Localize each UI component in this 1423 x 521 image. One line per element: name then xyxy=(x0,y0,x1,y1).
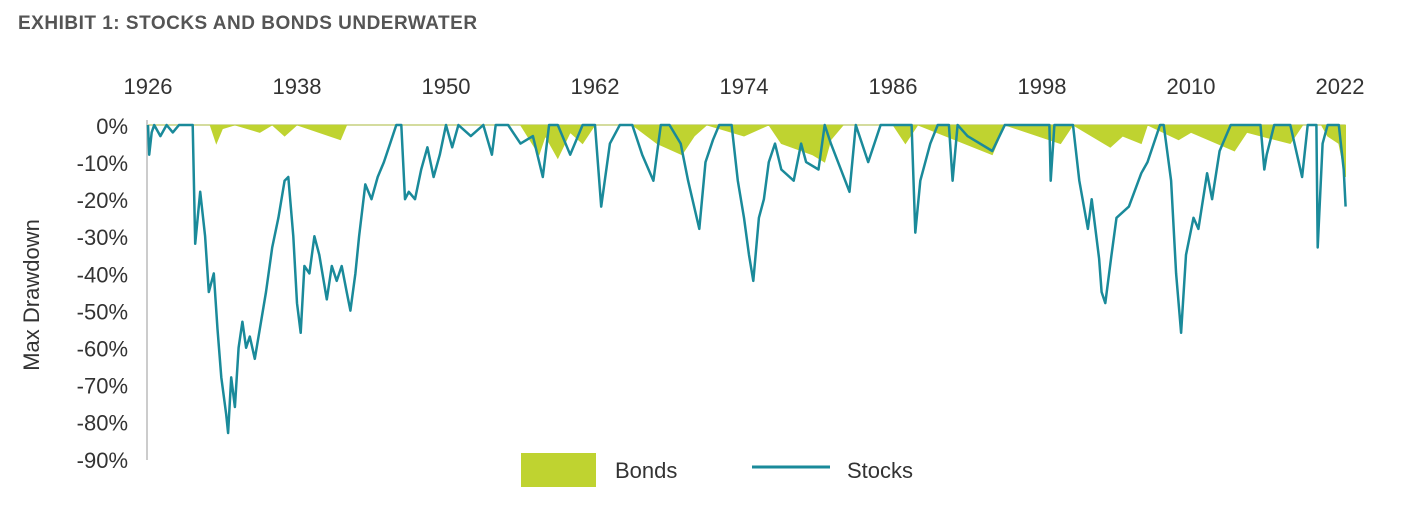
y-axis-label: Max Drawdown xyxy=(19,219,44,371)
x-tick-label: 1950 xyxy=(422,74,471,99)
x-tick-label: 1974 xyxy=(720,74,769,99)
x-tick-label: 1998 xyxy=(1018,74,1067,99)
x-tick-label: 1962 xyxy=(571,74,620,99)
x-tick-label: 1926 xyxy=(124,74,173,99)
x-tick-label: 1938 xyxy=(273,74,322,99)
chart-title: EXHIBIT 1: STOCKS AND BONDS UNDERWATER xyxy=(18,13,478,34)
y-tick-label: -90% xyxy=(77,448,128,473)
stocks-line xyxy=(146,123,1347,435)
y-tick-label: -50% xyxy=(77,299,128,324)
y-tick-label: -10% xyxy=(77,151,128,176)
legend-label: Bonds xyxy=(615,458,677,483)
y-tick-label: -80% xyxy=(77,411,128,436)
legend-label: Stocks xyxy=(847,458,913,483)
x-tick-label: 2022 xyxy=(1316,74,1365,99)
y-tick-label: 0% xyxy=(96,114,128,139)
legend-swatch xyxy=(521,453,596,487)
x-tick-label: 1986 xyxy=(869,74,918,99)
y-tick-label: -20% xyxy=(77,188,128,213)
y-tick-label: -40% xyxy=(77,262,128,287)
x-tick-label: 2010 xyxy=(1167,74,1216,99)
y-tick-label: -70% xyxy=(77,374,128,399)
y-tick-label: -60% xyxy=(77,336,128,361)
y-tick-label: -30% xyxy=(77,225,128,250)
